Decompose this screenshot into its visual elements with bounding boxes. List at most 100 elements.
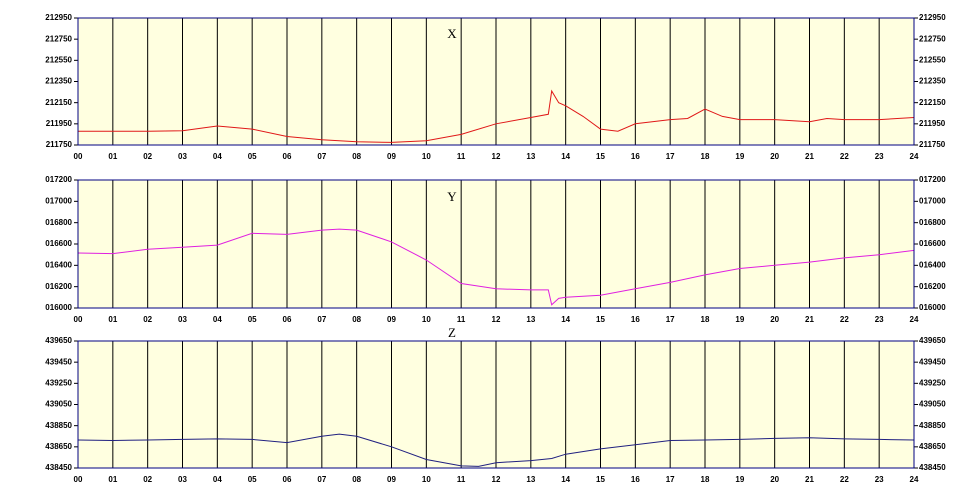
x-tick-label: 06 (283, 315, 292, 324)
y2-tick-label: 212150 (919, 98, 946, 107)
y2-tick-label: 016400 (919, 260, 946, 269)
x-tick-label: 16 (631, 315, 640, 324)
plot-frame (77, 17, 915, 146)
x-tick-label: 22 (840, 152, 849, 161)
x-tick-label: 05 (248, 315, 257, 324)
x-tick-label: 03 (178, 475, 187, 484)
x-tick-label: 04 (213, 152, 222, 161)
y-tick-label: 438450 (45, 463, 72, 472)
y2-tick-label: 439050 (919, 400, 946, 409)
y2-tick-label: 439250 (919, 378, 946, 387)
x-tick-label: 20 (770, 315, 779, 324)
chart-title: Y (447, 189, 457, 204)
x-tick-label: 02 (143, 475, 152, 484)
y2-tick-label: 438650 (919, 442, 946, 451)
x-tick-label: 18 (701, 315, 710, 324)
data-line (78, 89, 915, 143)
x-tick-label: 08 (352, 475, 361, 484)
x-tick-label: 20 (770, 475, 779, 484)
x-tick-label: 14 (561, 152, 570, 161)
y-tick-label: 016200 (45, 282, 72, 291)
y2-tick-label: 016800 (919, 218, 946, 227)
x-tick-label: 12 (492, 152, 501, 161)
x-tick-label: 23 (875, 315, 884, 324)
x-tick-label: 20 (770, 152, 779, 161)
x-tick-label: 11 (457, 475, 466, 484)
x-tick-label: 00 (74, 475, 83, 484)
y2-tick-label: 017200 (919, 175, 946, 184)
y-tick-label: 016000 (45, 303, 72, 312)
y-tick-label: 212950 (45, 13, 72, 22)
x-tick-label: 01 (108, 475, 117, 484)
y2-tick-label: 212950 (919, 13, 946, 22)
x-tick-label: 23 (875, 475, 884, 484)
plot-frame (77, 179, 915, 309)
data-line (77, 433, 915, 467)
x-tick-label: 17 (666, 152, 675, 161)
x-tick-label: 21 (805, 315, 814, 324)
y2-tick-label: 017000 (919, 196, 946, 205)
y-tick-label: 438650 (45, 442, 72, 451)
x-tick-label: 21 (805, 152, 814, 161)
y2-tick-label: 439450 (919, 357, 946, 366)
x-tick-label: 22 (840, 475, 849, 484)
x-tick-label: 04 (213, 315, 222, 324)
x-tick-label: 17 (666, 475, 675, 484)
x-tick-label: 16 (631, 152, 640, 161)
y-tick-label: 439250 (45, 378, 72, 387)
x-tick-label: 05 (248, 475, 257, 484)
x-tick-label: 16 (631, 475, 640, 484)
plot-frame (77, 340, 915, 469)
x-tick-label: 02 (143, 315, 152, 324)
x-tick-label: 12 (492, 475, 501, 484)
y2-tick-label: 016000 (919, 303, 946, 312)
x-tick-label: 24 (910, 475, 919, 484)
y2-tick-label: 016200 (919, 282, 946, 291)
x-tick-label: 15 (596, 152, 605, 161)
y2-tick-label: 212350 (919, 77, 946, 86)
x-tick-label: 24 (910, 315, 919, 324)
x-tick-label: 14 (561, 315, 570, 324)
y-tick-label: 212150 (45, 98, 72, 107)
x-tick-label: 08 (352, 152, 361, 161)
x-tick-label: 06 (283, 152, 292, 161)
x-tick-label: 03 (178, 315, 187, 324)
y-tick-label: 212350 (45, 77, 72, 86)
y2-tick-label: 438850 (919, 421, 946, 430)
x-tick-label: 19 (735, 475, 744, 484)
x-tick-label: 22 (840, 315, 849, 324)
x-tick-label: 13 (526, 152, 535, 161)
x-tick-label: 01 (108, 315, 117, 324)
x-tick-label: 07 (317, 315, 326, 324)
x-tick-label: 21 (805, 475, 814, 484)
y-tick-label: 016800 (45, 218, 72, 227)
x-tick-label: 00 (74, 315, 83, 324)
x-tick-label: 17 (666, 315, 675, 324)
y-tick-label: 438850 (45, 421, 72, 430)
y2-tick-label: 438450 (919, 463, 946, 472)
y-tick-label: 212550 (45, 55, 72, 64)
y2-tick-label: 212550 (919, 55, 946, 64)
y2-tick-label: 016600 (919, 239, 946, 248)
y-tick-label: 439650 (45, 336, 72, 345)
x-tick-label: 03 (178, 152, 187, 161)
y-tick-label: 016400 (45, 260, 72, 269)
x-tick-label: 10 (422, 315, 431, 324)
x-tick-label: 11 (457, 152, 466, 161)
x-tick-label: 18 (701, 475, 710, 484)
x-tick-label: 09 (387, 152, 396, 161)
x-tick-label: 11 (457, 315, 466, 324)
x-tick-label: 10 (422, 152, 431, 161)
x-tick-label: 09 (387, 475, 396, 484)
y-tick-label: 439450 (45, 357, 72, 366)
y-tick-label: 212750 (45, 34, 72, 43)
y2-tick-label: 439650 (919, 336, 946, 345)
x-tick-label: 07 (317, 475, 326, 484)
x-tick-label: 14 (561, 475, 570, 484)
x-tick-label: 12 (492, 315, 501, 324)
x-tick-label: 24 (910, 152, 919, 161)
y-tick-label: 016600 (45, 239, 72, 248)
x-tick-label: 07 (317, 152, 326, 161)
y-tick-label: 017000 (45, 196, 72, 205)
